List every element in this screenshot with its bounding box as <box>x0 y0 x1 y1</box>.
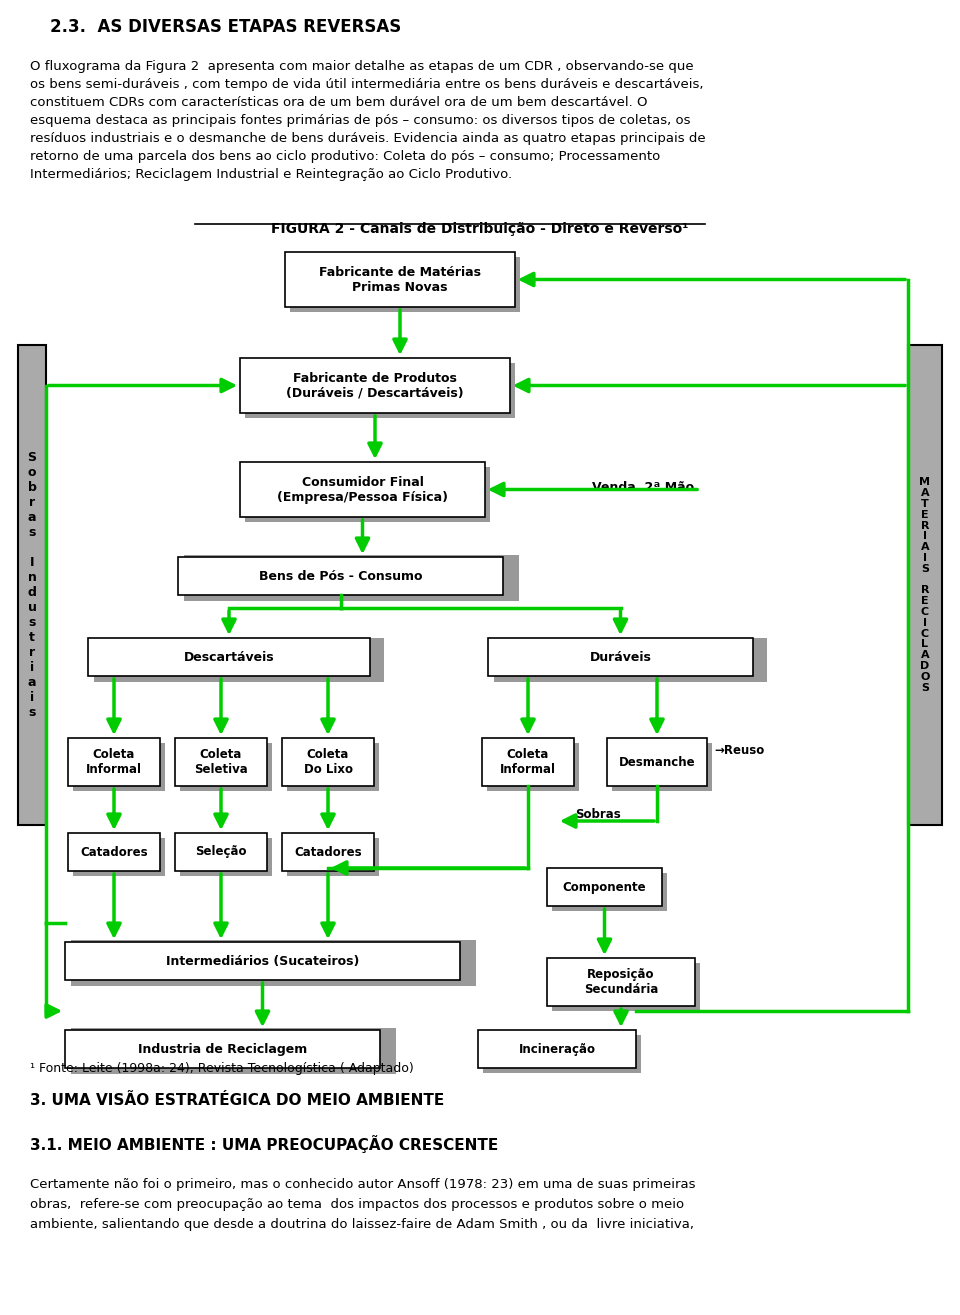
Text: Desmanche: Desmanche <box>618 756 695 768</box>
Text: Catadores: Catadores <box>81 846 148 859</box>
Text: Industria de Reciclagem: Industria de Reciclagem <box>138 1043 307 1056</box>
FancyBboxPatch shape <box>287 838 379 876</box>
Text: S
o
b
r
a
s

I
n
d
u
s
t
r
i
a
i
s: S o b r a s I n d u s t r i a i s <box>28 451 36 719</box>
Text: Fabricante de Produtos
(Duráveis / Descartáveis): Fabricante de Produtos (Duráveis / Desca… <box>286 372 464 400</box>
FancyBboxPatch shape <box>73 743 165 792</box>
FancyBboxPatch shape <box>483 1035 641 1073</box>
FancyBboxPatch shape <box>18 345 46 825</box>
FancyBboxPatch shape <box>245 363 515 418</box>
Text: resíduos industriais e o desmanche de bens duráveis. Evidencia ainda as quatro e: resíduos industriais e o desmanche de be… <box>30 132 706 145</box>
FancyBboxPatch shape <box>240 462 485 517</box>
FancyBboxPatch shape <box>71 940 476 986</box>
FancyBboxPatch shape <box>65 942 460 980</box>
Text: ¹ Fonte: Leite (1998a: 24), Revista Tecnologística ( Adaptado): ¹ Fonte: Leite (1998a: 24), Revista Tecn… <box>30 1063 414 1074</box>
Text: Certamente não foi o primeiro, mas o conhecido autor Ansoff (1978: 23) em uma de: Certamente não foi o primeiro, mas o con… <box>30 1178 695 1191</box>
FancyBboxPatch shape <box>245 467 490 522</box>
Text: 3. UMA VISÃO ESTRATÉGICA DO MEIO AMBIENTE: 3. UMA VISÃO ESTRATÉGICA DO MEIO AMBIENT… <box>30 1093 444 1109</box>
FancyBboxPatch shape <box>184 555 519 601</box>
Text: 2.3.  AS DIVERSAS ETAPAS REVERSAS: 2.3. AS DIVERSAS ETAPAS REVERSAS <box>50 18 401 36</box>
Text: esquema destaca as principais fontes primárias de pós – consumo: os diversos tip: esquema destaca as principais fontes pri… <box>30 114 690 128</box>
Text: Venda  2ª Mão: Venda 2ª Mão <box>592 480 694 493</box>
Text: FIGURA 2 - Canais de Distribuição - Direto e Reverso¹: FIGURA 2 - Canais de Distribuição - Dire… <box>272 222 688 235</box>
FancyBboxPatch shape <box>68 832 160 871</box>
FancyBboxPatch shape <box>65 1030 380 1068</box>
Text: Reposição
Secundária: Reposição Secundária <box>584 968 659 995</box>
FancyBboxPatch shape <box>240 358 510 413</box>
Text: constituem CDRs com características ora de um bem durável ora de um bem descartá: constituem CDRs com características ora … <box>30 96 647 109</box>
Text: os bens semi-duráveis , com tempo de vida útil intermediária entre os bens duráv: os bens semi-duráveis , com tempo de vid… <box>30 78 704 91</box>
FancyBboxPatch shape <box>175 832 267 871</box>
FancyBboxPatch shape <box>73 838 165 876</box>
FancyBboxPatch shape <box>175 738 267 786</box>
FancyBboxPatch shape <box>494 638 767 682</box>
FancyBboxPatch shape <box>612 743 712 792</box>
FancyBboxPatch shape <box>68 738 160 786</box>
Text: retorno de uma parcela dos bens ao ciclo produtivo: Coleta do pós – consumo; Pro: retorno de uma parcela dos bens ao ciclo… <box>30 150 660 163</box>
Text: ambiente, salientando que desde a doutrina do laissez-faire de Adam Smith , ou d: ambiente, salientando que desde a doutri… <box>30 1218 694 1231</box>
FancyBboxPatch shape <box>178 558 503 594</box>
FancyBboxPatch shape <box>607 738 707 786</box>
Text: Incineração: Incineração <box>518 1043 595 1056</box>
FancyBboxPatch shape <box>908 345 942 825</box>
FancyBboxPatch shape <box>282 738 374 786</box>
Text: Descartáveis: Descartáveis <box>183 651 275 664</box>
FancyBboxPatch shape <box>552 873 667 911</box>
Text: Bens de Pós - Consumo: Bens de Pós - Consumo <box>259 569 422 583</box>
FancyBboxPatch shape <box>552 963 700 1011</box>
FancyBboxPatch shape <box>487 743 579 792</box>
Text: Coleta
Do Lixo: Coleta Do Lixo <box>303 748 352 776</box>
Text: 3.1. MEIO AMBIENTE : UMA PREOCUPAÇÃO CRESCENTE: 3.1. MEIO AMBIENTE : UMA PREOCUPAÇÃO CRE… <box>30 1135 498 1153</box>
Text: Componente: Componente <box>563 881 646 893</box>
Text: Coleta
Informal: Coleta Informal <box>500 748 556 776</box>
Text: Duráveis: Duráveis <box>589 651 652 664</box>
FancyBboxPatch shape <box>282 832 374 871</box>
Text: Sobras: Sobras <box>575 809 621 822</box>
Text: Fabricante de Matérias
Primas Novas: Fabricante de Matérias Primas Novas <box>319 266 481 293</box>
Text: Intermediários (Sucateiros): Intermediários (Sucateiros) <box>166 955 359 968</box>
FancyBboxPatch shape <box>88 638 370 676</box>
FancyBboxPatch shape <box>547 868 662 906</box>
FancyBboxPatch shape <box>478 1030 636 1068</box>
Text: Catadores: Catadores <box>294 846 362 859</box>
Text: O fluxograma da Figura 2  apresenta com maior detalhe as etapas de um CDR , obse: O fluxograma da Figura 2 apresenta com m… <box>30 60 694 74</box>
FancyBboxPatch shape <box>94 638 384 682</box>
Text: Seleção: Seleção <box>195 846 247 859</box>
FancyBboxPatch shape <box>290 256 520 312</box>
Text: Coleta
Seletiva: Coleta Seletiva <box>194 748 248 776</box>
Text: Coleta
Informal: Coleta Informal <box>86 748 142 776</box>
FancyBboxPatch shape <box>71 1028 396 1074</box>
FancyBboxPatch shape <box>488 638 753 676</box>
FancyBboxPatch shape <box>547 959 695 1006</box>
FancyBboxPatch shape <box>180 838 272 876</box>
FancyBboxPatch shape <box>180 743 272 792</box>
Text: M
A
T
E
R
I
A
I
S

R
E
C
I
C
L
A
D
O
S: M A T E R I A I S R E C I C L A D O S <box>920 477 930 693</box>
Text: Consumidor Final
(Empresa/Pessoa Física): Consumidor Final (Empresa/Pessoa Física) <box>277 476 448 504</box>
FancyBboxPatch shape <box>285 252 515 306</box>
Text: Intermediários; Reciclagem Industrial e Reintegração ao Ciclo Produtivo.: Intermediários; Reciclagem Industrial e … <box>30 168 512 181</box>
FancyBboxPatch shape <box>287 743 379 792</box>
Text: obras,  refere-se com preocupação ao tema  dos impactos dos processos e produtos: obras, refere-se com preocupação ao tema… <box>30 1198 684 1211</box>
Text: →Reuso: →Reuso <box>714 743 764 756</box>
FancyBboxPatch shape <box>482 738 574 786</box>
